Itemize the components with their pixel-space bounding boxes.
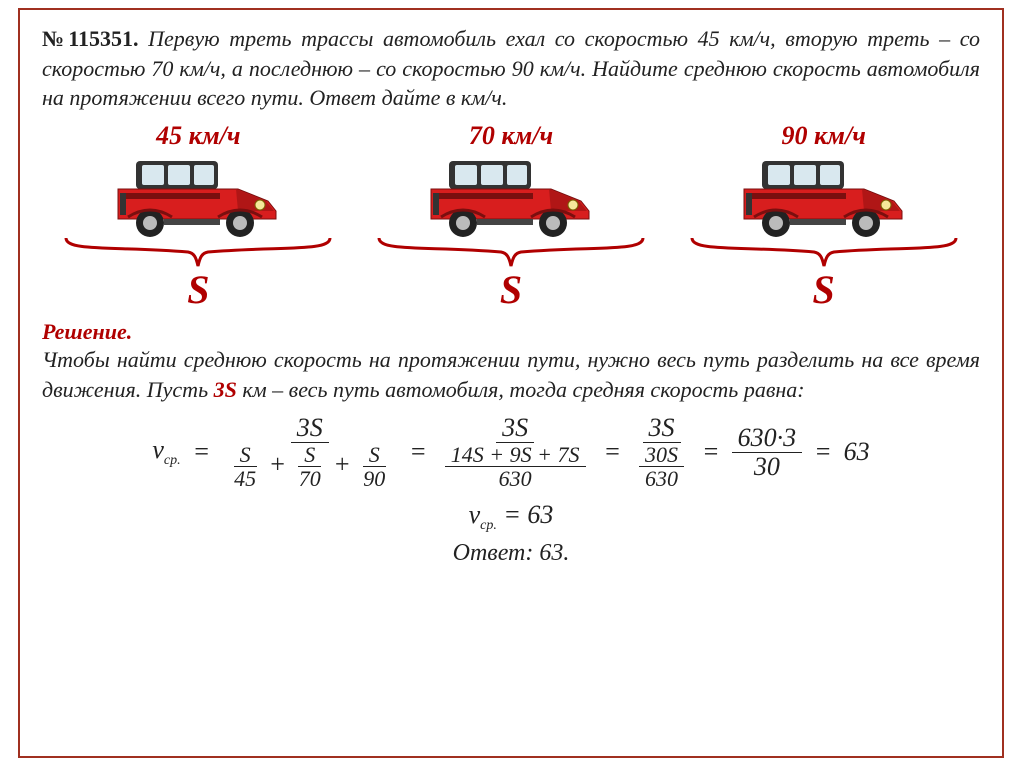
answer-label: Ответ: [453, 540, 534, 566]
formula-main: vср. = 3S S 45 + S 70 + S 90 [42, 414, 980, 489]
fraction-step4: 630·3 30 [732, 424, 803, 480]
car-row [42, 153, 980, 238]
step2-den: 14S + 9S + 7S 630 [439, 443, 592, 490]
final-formula-line: vср. = 63 [42, 500, 980, 534]
equals-5: = [810, 437, 836, 467]
fraction-step1: 3S S 45 + S 70 + S 90 [222, 414, 397, 489]
den-frac-1: S 45 [228, 443, 262, 490]
speed-label-3: 90 км/ч [667, 121, 980, 151]
step1-den: S 45 + S 70 + S 90 [222, 443, 397, 490]
equals-1: = [189, 437, 215, 467]
solution-emph: 3S [214, 377, 237, 402]
speed-label-2: 70 км/ч [355, 121, 668, 151]
answer-value: 63. [539, 540, 569, 566]
step2-den-frac: 14S + 9S + 7S 630 [445, 443, 586, 490]
problem-id: №115351. [42, 26, 139, 51]
speed-labels-row: 45 км/ч 70 км/ч 90 км/ч [42, 121, 980, 151]
car-1 [42, 153, 355, 238]
car-3 [667, 153, 980, 238]
plus-1: + [269, 449, 293, 478]
fraction-step3: 3S 30S 630 [633, 414, 690, 489]
final-value: 63 [527, 500, 553, 529]
den-frac-2: S 70 [293, 443, 327, 490]
segment-label-1: S [42, 266, 355, 313]
equals-3: = [600, 437, 626, 467]
segment-label-row: S S S [42, 266, 980, 313]
segment-label-2: S [355, 266, 668, 313]
problem-statement: №115351. Первую треть трассы автомобиль … [42, 24, 980, 113]
formula-result: 63 [844, 437, 870, 467]
step3-den: 30S 630 [633, 443, 690, 490]
problem-frame: №115351. Первую треть трассы автомобиль … [18, 8, 1004, 758]
problem-text: Первую треть трассы автомобиль ехал со с… [42, 26, 980, 110]
solution-title: Решение. [42, 319, 980, 345]
fraction-step2: 3S 14S + 9S + 7S 630 [439, 414, 592, 489]
equals-4: = [698, 437, 724, 467]
car-2 [355, 153, 668, 238]
solution-text: Чтобы найти среднюю скорость на протяжен… [42, 345, 980, 404]
segment-label-3: S [667, 266, 980, 313]
v-average-final: vср. [469, 500, 504, 529]
plus-2: + [333, 449, 357, 478]
speed-label-1: 45 км/ч [42, 121, 355, 151]
solution-text-after: км – весь путь автомобиля, тогда средняя… [237, 377, 805, 402]
den-frac-3: S 90 [357, 443, 391, 490]
answer-line: Ответ: 63. [42, 540, 980, 567]
equals-2: = [405, 437, 431, 467]
v-average-symbol: vср. [152, 435, 180, 469]
step3-den-frac: 30S 630 [639, 443, 684, 490]
equals-final: = [503, 500, 527, 529]
